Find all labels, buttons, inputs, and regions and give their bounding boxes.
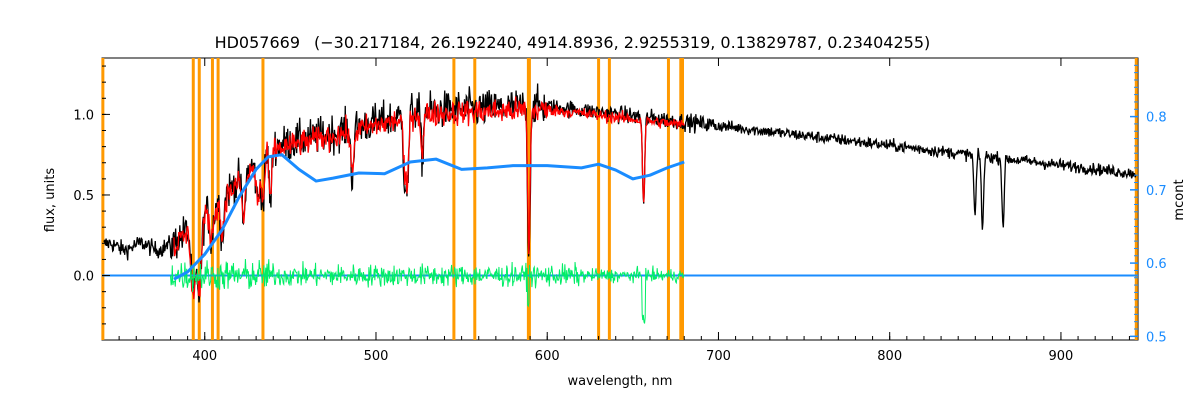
y-right-tick-label-1: 0.6: [1146, 257, 1167, 272]
series-model-fit: [173, 96, 685, 300]
x-tick-label-2: 600: [535, 349, 560, 364]
y-axis-right-label: mcont: [1172, 179, 1187, 220]
chart-subtitle: (−30.217184, 26.192240, 4914.8936, 2.925…: [314, 33, 930, 52]
x-tick-label-4: 800: [877, 349, 902, 364]
y-right-tick-label-0: 0.5: [1146, 330, 1167, 345]
series-residuals: [170, 258, 685, 324]
y-right-tick-label-2: 0.7: [1146, 184, 1167, 199]
x-tick-label-1: 500: [364, 349, 389, 364]
plot-area: 400 500 600 700 800 900 0.0 0.5 1.0 0.5 0.6 0.7 0.8: [73, 57, 1167, 364]
y-axis-label: flux, units: [43, 168, 58, 233]
y-tick-label-2: 1.0: [73, 108, 94, 123]
x-axis-label: wavelength, nm: [568, 374, 673, 389]
x-tick-label-0: 400: [192, 349, 217, 364]
x-tick-label-5: 900: [1049, 349, 1074, 364]
x-tick-label-3: 700: [706, 349, 731, 364]
series-continuum-mcont: [173, 153, 685, 281]
y-right-tick-label-3: 0.8: [1146, 111, 1167, 126]
y-tick-label-0: 0.0: [73, 270, 94, 285]
chart-title: HD057669: [215, 33, 300, 52]
y-tick-label-1: 0.5: [73, 189, 94, 204]
